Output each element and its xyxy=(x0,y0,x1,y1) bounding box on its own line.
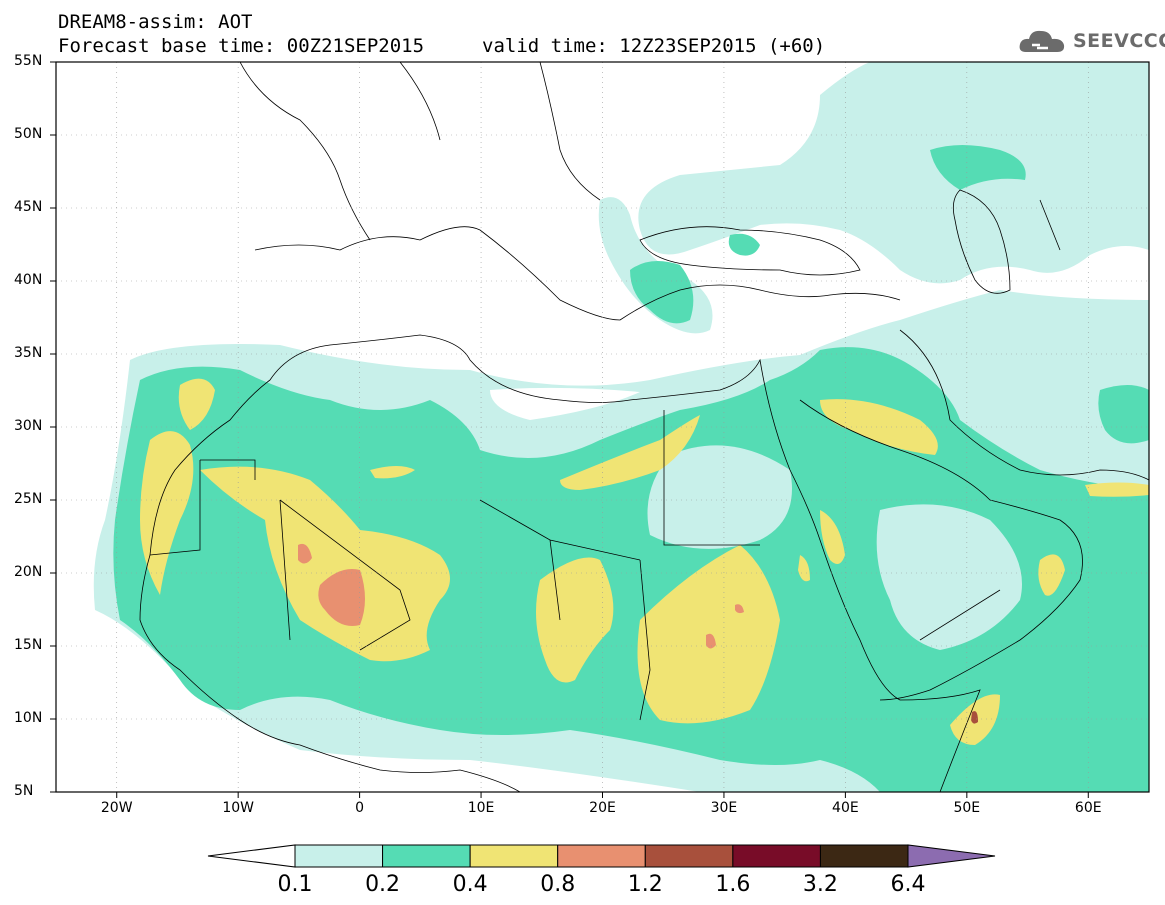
lat-label: 40N xyxy=(14,272,43,288)
lat-label: 35N xyxy=(14,345,43,361)
colorbar-label: 6.4 xyxy=(890,872,926,897)
aot-area-level3 xyxy=(560,415,700,490)
aot-area-level4 xyxy=(318,569,365,626)
aot-area-level5 xyxy=(971,711,978,724)
aot-area-level3 xyxy=(178,378,215,430)
colorbar-box xyxy=(644,844,734,868)
lat-label: 10N xyxy=(14,710,43,726)
aot-area-level2 xyxy=(1098,385,1149,444)
colorbar-right-arrow xyxy=(907,844,996,868)
colorbar-box xyxy=(469,844,559,868)
chart-title: DREAM8-assim: AOT xyxy=(58,11,253,33)
sea-area xyxy=(490,387,640,420)
aot-area-level2 xyxy=(630,261,694,324)
colorbar-label: 1.2 xyxy=(627,872,663,897)
aot-area-level3 xyxy=(1085,482,1149,497)
lon-label: 40E xyxy=(832,800,859,816)
colorbar-label: 0.4 xyxy=(452,872,488,897)
lon-label: 30E xyxy=(710,800,738,816)
lat-label: 5N xyxy=(14,783,34,799)
aot-fields xyxy=(93,62,1149,792)
lat-label: 15N xyxy=(14,637,43,653)
aot-area-level1 xyxy=(647,445,792,549)
map-gridlines xyxy=(56,62,1149,792)
colorbar-label: 1.6 xyxy=(715,872,751,897)
coastline-westafrica xyxy=(139,554,521,792)
coastline-caspian xyxy=(952,189,1011,294)
colorbar-label: 0.2 xyxy=(365,872,401,897)
lat-label: 30N xyxy=(14,418,43,434)
lat-label: 25N xyxy=(14,491,43,507)
colorbar-left-arrow xyxy=(207,844,296,868)
aot-area-level1 xyxy=(876,504,1022,650)
colorbar-box xyxy=(819,844,909,868)
cloud-logo-icon xyxy=(1019,30,1065,52)
lat-label: 55N xyxy=(14,53,43,69)
coastlines xyxy=(139,62,1149,792)
aot-area-level2 xyxy=(930,145,1026,190)
logo-text: SEEVCCC xyxy=(1073,30,1165,52)
colorbar-label: 0.8 xyxy=(540,872,576,897)
aot-area-level4 xyxy=(706,633,716,649)
aot-area-level3 xyxy=(200,466,450,662)
lon-label: 20E xyxy=(589,800,616,816)
colorbar-box xyxy=(294,844,384,868)
aot-area-level4 xyxy=(298,543,312,564)
aot-area-level3 xyxy=(798,555,810,582)
lat-label: 20N xyxy=(14,564,43,580)
valid-time-label: valid time: 12Z23SEP2015 (+60) xyxy=(482,35,826,57)
lon-label: 60E xyxy=(1074,800,1102,816)
axis-ticks xyxy=(50,61,1089,798)
colorbar-box xyxy=(557,844,646,868)
coastline-africa xyxy=(149,334,981,792)
aot-area-level3 xyxy=(1038,554,1065,596)
aot-area-level3 xyxy=(140,431,194,595)
border-lines xyxy=(149,199,1061,721)
coastline-arabia xyxy=(799,399,1083,701)
aot-area-level1 xyxy=(638,62,1149,284)
coastline-gulf xyxy=(899,329,1149,481)
aot-area-level3 xyxy=(820,399,938,455)
lat-label: 45N xyxy=(14,199,43,215)
lon-label: 50E xyxy=(953,800,981,816)
base-time-label: Forecast base time: 00Z21SEP2015 xyxy=(58,35,425,57)
colorbar-label: 0.1 xyxy=(277,872,313,897)
aot-area-level2 xyxy=(728,233,760,256)
aot-area-level4 xyxy=(735,604,744,614)
aot-area-level3 xyxy=(536,557,614,683)
aot-area-level2 xyxy=(113,347,1149,792)
lon-label: 10W xyxy=(222,800,254,816)
lat-label: 50N xyxy=(14,126,43,142)
colorbar-label: 3.2 xyxy=(802,872,838,897)
colorbar-box xyxy=(732,844,821,868)
aot-area-level3 xyxy=(820,510,845,564)
coastline-blacksea xyxy=(639,226,861,276)
aot-area-level3 xyxy=(370,466,415,479)
lon-label: 0 xyxy=(355,800,365,816)
lon-label: 20W xyxy=(100,800,133,816)
colorbar-box xyxy=(382,844,471,868)
coastline-europe xyxy=(254,226,901,321)
coastline-europe-north xyxy=(239,62,601,241)
lon-label: 10E xyxy=(467,800,495,816)
